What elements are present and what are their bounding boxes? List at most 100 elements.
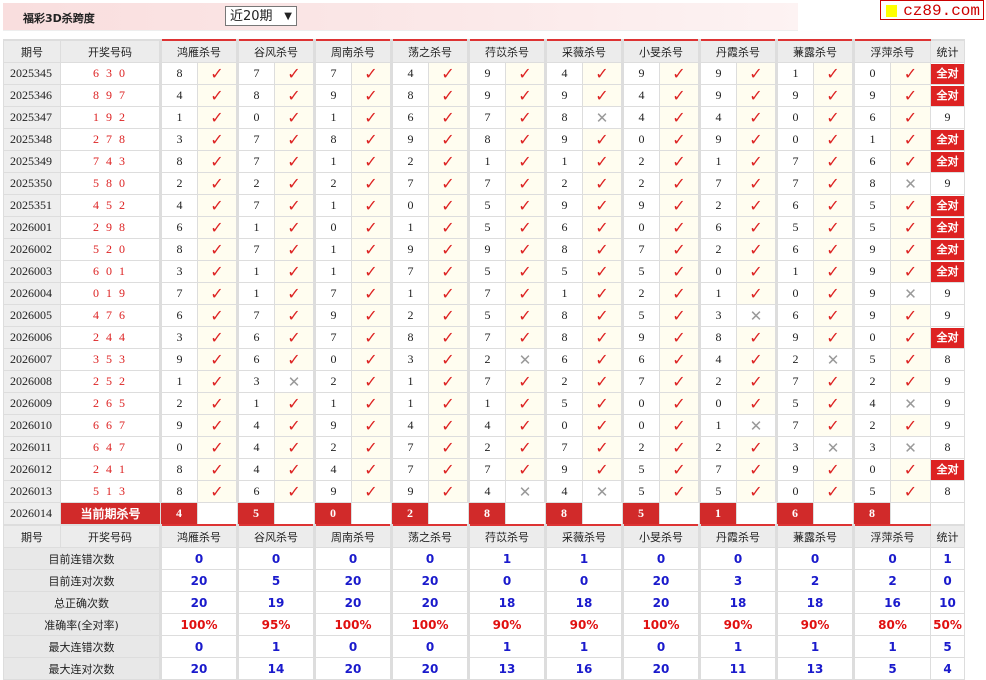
correct-cell: ✓ [197,348,238,371]
kill-number: 0 [852,458,891,481]
kill-number: 0 [698,392,737,415]
header-killer[interactable]: 荇苡杀号 [467,39,546,63]
header-killer[interactable]: 荇苡杀号 [467,524,546,548]
correct-cell: ✓ [736,392,777,415]
check-icon: ✓ [364,438,378,457]
period-select[interactable]: 近20期 ▼ [225,6,297,26]
all-correct-badge: 全对 [931,327,964,348]
header-killer[interactable]: 丹霞杀号 [698,39,777,63]
correct-cell: ✓ [813,304,854,327]
row-stat: 9 [930,282,965,305]
kill-number: 9 [544,128,583,151]
table-row: 2026013 5 1 3 8 ✓ 6 ✓ 9 ✓ 9 ✓ 4 ✕ 4 ✕ 5 ✓ 5 ✓ 0 ✓ 5 ✓ 8 [3,480,965,503]
kill-number: 4 [544,480,583,503]
header-killer[interactable]: 荡之杀号 [390,524,469,548]
check-icon: ✓ [287,438,301,457]
correct-cell: ✓ [582,172,623,195]
kill-number: 1 [390,392,429,415]
header-killer[interactable]: 小旻杀号 [621,39,700,63]
current-kill-number: 0 [314,502,352,526]
site-logo[interactable]: cz89.com [880,0,984,20]
check-icon: ✓ [903,416,918,435]
header-killer[interactable]: 谷风杀号 [236,524,315,548]
check-icon: ✓ [826,152,840,171]
kill-number: 7 [236,62,275,85]
check-icon: ✓ [287,262,301,281]
header-killer[interactable]: 周南杀号 [313,524,392,548]
correct-cell: ✓ [197,84,238,107]
header-killer[interactable]: 周南杀号 [313,39,392,63]
check-icon: ✓ [364,64,378,83]
check-icon: ✓ [672,350,686,369]
check-icon: ✓ [210,152,224,171]
current-kill-number: 6 [776,502,814,526]
correct-cell: ✓ [813,106,854,129]
check-icon: ✓ [441,350,455,369]
correct-cell: ✓ [274,304,315,327]
kill-number: 7 [621,370,660,393]
empty-cell [197,502,238,526]
header-killer[interactable]: 丹霞杀号 [698,524,777,548]
correct-cell: ✓ [505,392,546,415]
cross-icon: ✕ [904,284,917,303]
check-icon: ✓ [364,196,378,215]
correct-cell: ✓ [582,370,623,393]
correct-cell: ✓ [582,348,623,371]
kill-number: 7 [236,304,275,327]
kill-number: 8 [544,304,583,327]
stats-value: 1 [467,635,546,658]
header-row: 期号 开奖号码 鸿雁杀号 谷风杀号 周南杀号 荡之杀号 荇苡杀号 采薇杀号 小旻杀号 丹霞杀号 蒹露… [3,524,965,548]
header-killer[interactable]: 蒹露杀号 [775,39,854,63]
correct-cell: ✓ [197,260,238,283]
check-icon: ✓ [903,328,918,347]
header-killer[interactable]: 采薇杀号 [544,39,623,63]
check-icon: ✓ [749,328,763,347]
correct-cell: ✓ [813,458,854,481]
correct-cell: ✓ [890,216,931,239]
kill-number: 4 [236,436,275,459]
header-killer[interactable]: 鸿雁杀号 [159,524,238,548]
correct-cell: ✓ [813,128,854,151]
kill-number: 2 [621,172,660,195]
header-killer[interactable]: 鸿雁杀号 [159,39,238,63]
header-killer[interactable]: 谷风杀号 [236,39,315,63]
check-icon: ✓ [672,394,686,413]
stats-value: 13 [467,657,546,680]
check-icon: ✓ [672,240,686,259]
stats-value: 13 [775,657,854,680]
draw-number: 2 5 2 [60,370,161,393]
draw-number: 4 7 6 [60,304,161,327]
header-killer[interactable]: 浮萍杀号 [852,39,931,63]
header-killer[interactable]: 蒹露杀号 [775,524,854,548]
correct-cell: ✓ [428,128,469,151]
header-killer[interactable]: 浮萍杀号 [852,524,931,548]
table-row: 2026012 2 4 1 8 ✓ 4 ✓ 4 ✓ 7 ✓ 7 ✓ 9 ✓ 5 ✓ 7 ✓ 9 ✓ 0 ✓ 全对 [3,458,965,481]
row-stat: 全对 [930,128,965,151]
current-kill-row: 2026014 当前期杀号 4 5 0 2 8 8 5 1 6 8 [3,502,965,526]
correct-cell: ✓ [505,282,546,305]
check-icon: ✓ [903,482,918,501]
stats-value: 20 [621,591,700,614]
header-killer[interactable]: 荡之杀号 [390,39,469,63]
correct-cell: ✓ [890,326,931,349]
kill-number: 6 [775,194,814,217]
correct-cell: ✓ [428,392,469,415]
kill-number: 0 [313,348,352,371]
current-kill-number: 2 [391,502,429,526]
table-row: 2026009 2 6 5 2 ✓ 1 ✓ 1 ✓ 1 ✓ 1 ✓ 5 ✓ 0 ✓ 0 ✓ 5 ✓ 4 ✕ 9 [3,392,965,415]
header-row: 期号 开奖号码 鸿雁杀号 谷风杀号 周南杀号 荡之杀号 荇苡杀号 采薇杀号 小旻杀号 丹霞杀号 蒹露… [3,39,965,63]
kill-number: 7 [467,282,506,305]
kill-number: 7 [467,458,506,481]
check-icon: ✓ [364,372,378,391]
stats-value: 1 [852,635,931,658]
check-icon: ✓ [210,130,224,149]
kill-number: 9 [313,480,352,503]
correct-cell: ✓ [659,128,700,151]
current-label: 当前期杀号 [60,502,161,526]
header-killer[interactable]: 小旻杀号 [621,524,700,548]
kill-number: 6 [159,304,198,327]
current-kill-number: 1 [699,502,737,526]
correct-cell: ✓ [351,238,392,261]
empty-cell [930,502,965,526]
header-killer[interactable]: 采薇杀号 [544,524,623,548]
